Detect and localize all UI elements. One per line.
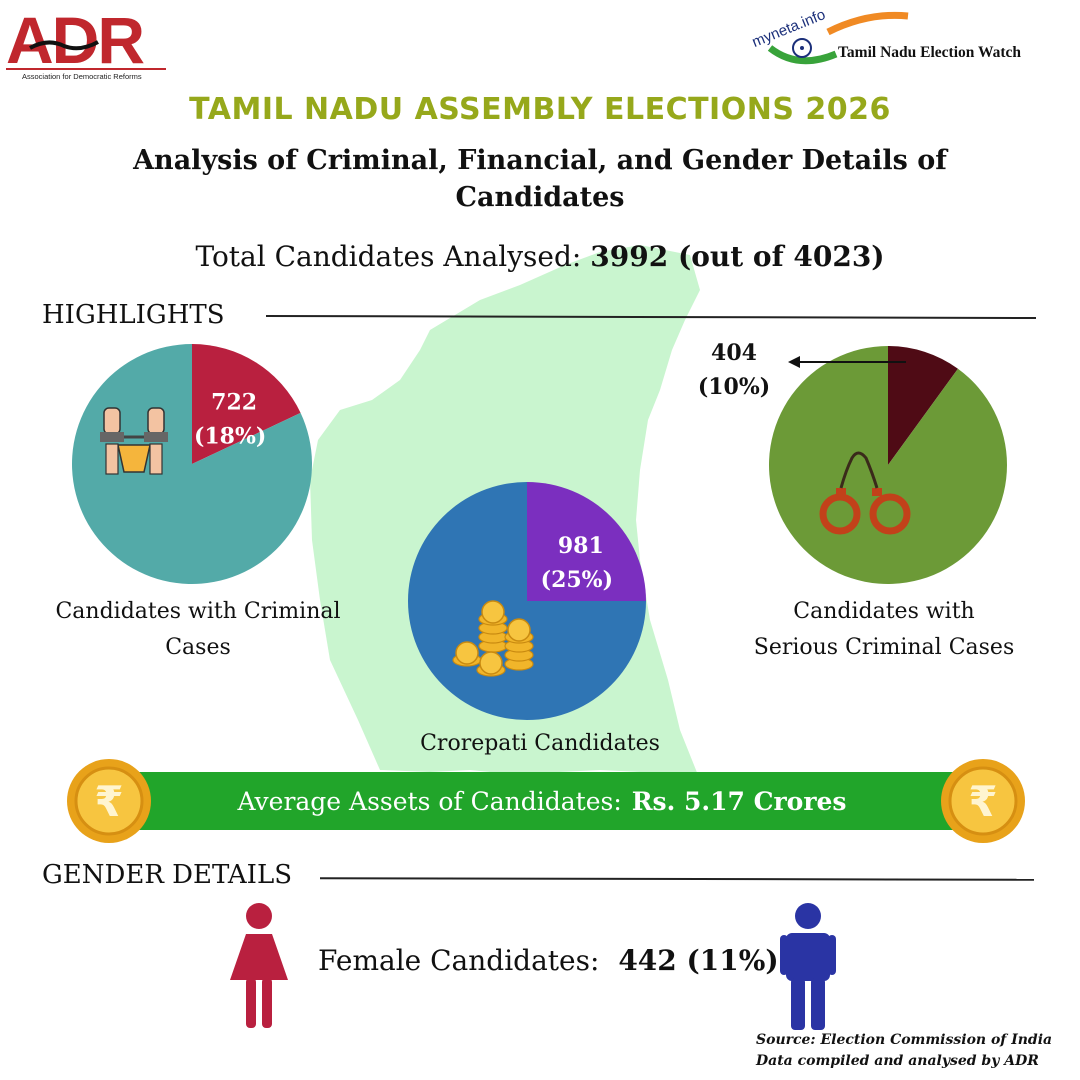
pie-slice-rest <box>769 346 1007 584</box>
handcuffs-icon <box>872 488 882 496</box>
total-candidates: Total Candidates Analysed: 3992 (out of … <box>0 240 1080 273</box>
pie-count-label: 722 <box>211 389 257 415</box>
handcuffs-icon <box>819 493 861 535</box>
myneta-emblem-icon <box>767 11 909 65</box>
page-title: TAMIL NADU ASSEMBLY ELECTIONS 2026 <box>189 92 891 127</box>
handcuffs-icon <box>869 493 911 535</box>
handcuffs-icon <box>836 488 846 496</box>
coin-stack-icon <box>507 618 531 642</box>
myneta-title: Tamil Nadu Election Watch <box>838 44 1022 61</box>
handcuffed-hands-icon <box>103 407 121 435</box>
handcuffs-icon <box>839 451 879 489</box>
serious-cases-caption: Candidates with Serious Criminal Cases <box>728 594 1040 666</box>
pie-count-label: 404 <box>711 340 757 366</box>
coin-stack-icon <box>479 651 503 675</box>
callout-arrow-head <box>788 356 800 368</box>
handcuffed-hands-icon <box>144 432 168 442</box>
handcuffed-hands-icon <box>149 443 163 475</box>
total-label: Total Candidates Analysed: <box>195 240 582 273</box>
female-value: 442 (11%) <box>618 944 779 977</box>
handcuffed-hands-icon <box>117 444 151 473</box>
handcuffed-hands-icon <box>147 407 165 435</box>
female-label: Female Candidates: <box>318 944 600 977</box>
handcuffed-hands-icon <box>105 443 119 475</box>
pie-percent-label: (25%) <box>541 567 613 593</box>
handcuffed-hands-icon <box>100 432 124 442</box>
adr-logo-divider <box>6 68 166 70</box>
source-line1: Source: Election Commission of India <box>756 1032 1053 1048</box>
criminal-caption-line2: Cases <box>165 635 231 660</box>
pie-slice-rest <box>72 344 312 584</box>
rupee-coin-icon: ₹ <box>941 759 1025 843</box>
total-value: 3992 (out of 4023) <box>590 240 885 273</box>
female-icon <box>230 903 288 1028</box>
pie-percent-label: (10%) <box>698 374 770 400</box>
adr-logo-text: ADR <box>6 3 145 77</box>
adr-logo-subtitle: Association for Democratic Reforms <box>22 72 142 81</box>
myneta-logo: myneta.info Tamil Nadu Election Watch <box>748 6 1078 74</box>
adr-swoosh-icon <box>29 40 99 51</box>
criminal-caption-line1: Candidates with Criminal <box>55 599 341 624</box>
average-assets-value: Rs. 5.17 Crores <box>631 786 847 816</box>
svg-text:₹: ₹ <box>94 777 123 826</box>
pie-slice-highlight <box>192 344 301 464</box>
pie-count-label: 981 <box>558 533 604 559</box>
source-note: Source: Election Commission of India Dat… <box>756 1030 1052 1072</box>
pie-slice-highlight <box>527 482 646 601</box>
serious-caption-line2: Serious Criminal Cases <box>753 635 1015 660</box>
pie-slice-highlight <box>888 346 958 465</box>
highlights-heading: HIGHLIGHTS <box>42 300 225 330</box>
coin-stack-icon <box>481 600 505 624</box>
male-icon <box>780 903 836 1030</box>
gender-heading: GENDER DETAILS <box>42 860 293 890</box>
average-assets-label: Average Assets of Candidates: <box>237 786 622 816</box>
crorepati-caption: Crorepati Candidates <box>420 731 660 756</box>
rupee-coin-icon: ₹ <box>67 759 151 843</box>
page-subtitle: Analysis of Criminal, Financial, and Gen… <box>133 145 947 213</box>
svg-text:₹: ₹ <box>968 777 997 826</box>
adr-logo: ADR Association for Democratic Reforms <box>6 3 171 83</box>
serious-caption-line1: Candidates with <box>793 599 975 624</box>
average-assets-banner: Average Assets of Candidates: Rs. 5.17 C… <box>112 772 972 830</box>
source-line2: Data compiled and analysed by ADR <box>756 1053 1039 1069</box>
coin-stack-icon <box>455 641 479 665</box>
pie-percent-label: (18%) <box>194 423 266 449</box>
criminal-cases-caption: Candidates with Criminal Cases <box>30 594 366 666</box>
female-candidates: Female Candidates: 442 (11%) <box>318 944 779 977</box>
